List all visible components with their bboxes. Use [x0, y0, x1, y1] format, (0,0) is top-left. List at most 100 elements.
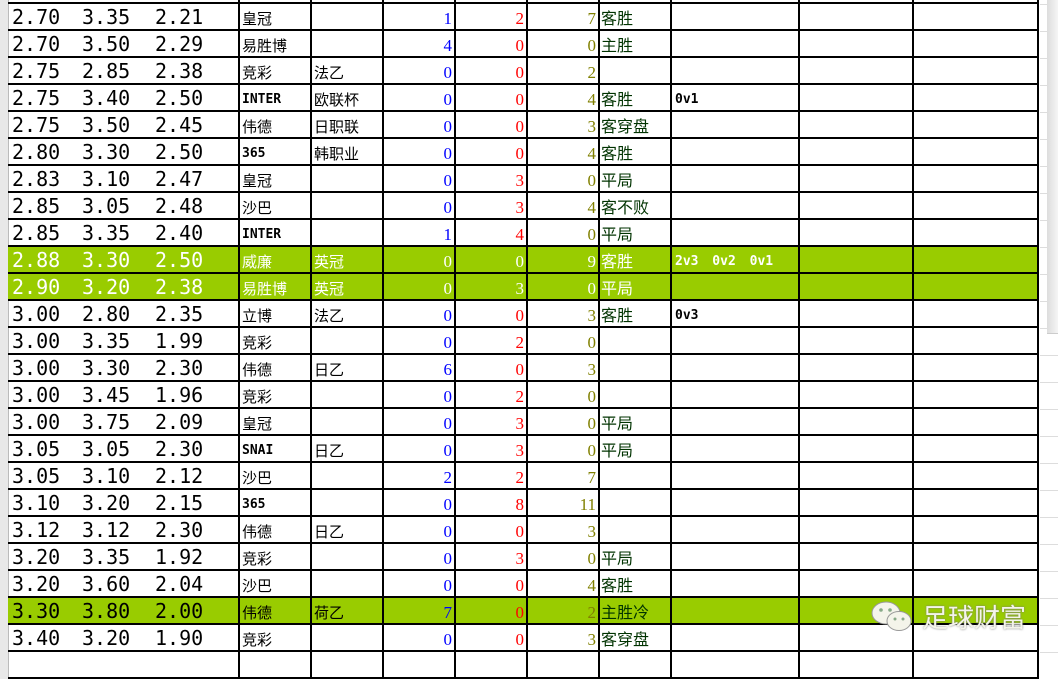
- home-count-cell[interactable]: 2: [384, 463, 456, 488]
- row-header[interactable]: [0, 4, 9, 31]
- draw-odds-cell[interactable]: 3.10: [82, 167, 131, 191]
- league-cell[interactable]: [312, 4, 384, 29]
- away-odds-cell[interactable]: 2.15: [155, 490, 240, 515]
- bookmaker-cell[interactable]: 皇冠: [240, 409, 312, 434]
- away-count-cell[interactable]: 3: [528, 112, 600, 137]
- score-cell[interactable]: [672, 490, 800, 515]
- empty-cell-cell[interactable]: [800, 544, 914, 569]
- empty-cell-cell[interactable]: [800, 517, 914, 542]
- league-cell[interactable]: 韩职业: [312, 139, 384, 164]
- away-odds-cell[interactable]: [155, 0, 240, 2]
- home-odds-cell[interactable]: 2.75: [12, 86, 61, 110]
- draw-odds-cell[interactable]: [82, 652, 155, 677]
- bookmaker-cell[interactable]: 皇冠: [240, 4, 312, 29]
- result-cell[interactable]: 平局: [600, 220, 672, 245]
- score-cell[interactable]: 0v1: [672, 85, 800, 110]
- empty-cell-cell[interactable]: [914, 544, 1039, 569]
- away-odds-cell[interactable]: 2.30: [155, 355, 240, 380]
- bookmaker-cell[interactable]: 竞彩: [240, 625, 312, 650]
- score-cell[interactable]: [672, 4, 800, 29]
- away-count-cell[interactable]: 2: [528, 58, 600, 83]
- home-count-cell[interactable]: 0: [384, 247, 456, 272]
- empty-cell-cell[interactable]: [800, 220, 914, 245]
- home-odds-cell[interactable]: 2.90: [12, 275, 61, 299]
- home-odds-cell[interactable]: 2.85: [12, 194, 61, 218]
- row-header[interactable]: [0, 382, 9, 409]
- bookmaker-cell[interactable]: 易胜博: [240, 274, 312, 299]
- draw-count-cell[interactable]: 2: [456, 4, 528, 29]
- empty-cell-cell[interactable]: [800, 598, 914, 623]
- empty-cell-cell[interactable]: [800, 4, 914, 29]
- bookmaker-cell[interactable]: 立博: [240, 301, 312, 326]
- score-cell[interactable]: [672, 598, 800, 623]
- bookmaker-cell[interactable]: 竞彩: [240, 382, 312, 407]
- away-count-cell[interactable]: 4: [528, 193, 600, 218]
- home-count-cell[interactable]: 0: [384, 193, 456, 218]
- league-cell[interactable]: 欧联杯: [312, 85, 384, 110]
- draw-count-cell[interactable]: 3: [456, 193, 528, 218]
- away-odds-cell[interactable]: 2.47: [155, 166, 240, 191]
- league-cell[interactable]: [312, 544, 384, 569]
- empty-cell-cell[interactable]: [914, 328, 1039, 353]
- away-count-cell[interactable]: [528, 652, 600, 677]
- result-cell[interactable]: [600, 355, 672, 380]
- result-cell[interactable]: [600, 463, 672, 488]
- empty-cell-cell[interactable]: [800, 382, 914, 407]
- empty-cell-cell[interactable]: [800, 31, 914, 56]
- bookmaker-cell[interactable]: 竞彩: [240, 58, 312, 83]
- result-cell[interactable]: 客胜: [600, 571, 672, 596]
- empty-cell-cell[interactable]: [914, 112, 1039, 137]
- row-header[interactable]: [0, 625, 9, 652]
- score-cell[interactable]: [672, 58, 800, 83]
- bookmaker-cell[interactable]: 皇冠: [240, 166, 312, 191]
- home-count-cell[interactable]: 0: [384, 274, 456, 299]
- empty-cell-cell[interactable]: [914, 247, 1039, 272]
- league-cell[interactable]: [312, 328, 384, 353]
- empty-cell-cell[interactable]: [914, 193, 1039, 218]
- home-odds-cell[interactable]: 3.12: [12, 518, 61, 542]
- bookmaker-cell[interactable]: 沙巴: [240, 463, 312, 488]
- away-count-cell[interactable]: 4: [528, 85, 600, 110]
- draw-odds-cell[interactable]: 3.35: [82, 329, 131, 353]
- draw-count-cell[interactable]: 8: [456, 490, 528, 515]
- empty-cell-cell[interactable]: [914, 436, 1039, 461]
- empty-cell-cell[interactable]: [800, 247, 914, 272]
- empty-cell-cell[interactable]: [914, 652, 1039, 677]
- away-odds-cell[interactable]: 2.21: [155, 4, 240, 29]
- result-cell[interactable]: 客胜: [600, 139, 672, 164]
- draw-odds-cell[interactable]: 3.10: [82, 464, 131, 488]
- draw-odds-cell[interactable]: 3.35: [82, 221, 131, 245]
- result-cell[interactable]: [600, 0, 672, 2]
- empty-cell-cell[interactable]: [914, 355, 1039, 380]
- empty-cell-cell[interactable]: [800, 0, 914, 2]
- row-header[interactable]: [0, 328, 9, 355]
- away-odds-cell[interactable]: 1.90: [155, 625, 240, 650]
- draw-count-cell[interactable]: 0: [456, 247, 528, 272]
- row-header[interactable]: [0, 490, 9, 517]
- empty-cell-cell[interactable]: [800, 85, 914, 110]
- home-odds-cell[interactable]: 3.00: [12, 302, 61, 326]
- away-count-cell[interactable]: 0: [528, 544, 600, 569]
- row-header[interactable]: [0, 517, 9, 544]
- home-odds-cell[interactable]: 3.00: [12, 329, 61, 353]
- draw-odds-cell[interactable]: 3.05: [82, 194, 131, 218]
- draw-count-cell[interactable]: 0: [456, 31, 528, 56]
- bookmaker-cell[interactable]: SNAI: [240, 436, 312, 461]
- away-count-cell[interactable]: 3: [528, 355, 600, 380]
- bookmaker-cell[interactable]: 竞彩: [240, 328, 312, 353]
- home-odds-cell[interactable]: 2.83: [12, 167, 61, 191]
- bookmaker-cell[interactable]: 沙巴: [240, 193, 312, 218]
- league-cell[interactable]: 荷乙: [312, 598, 384, 623]
- empty-cell-cell[interactable]: [800, 409, 914, 434]
- league-cell[interactable]: [312, 0, 384, 2]
- draw-count-cell[interactable]: 2: [456, 382, 528, 407]
- empty-cell-cell[interactable]: [914, 0, 1039, 2]
- score-cell[interactable]: [672, 463, 800, 488]
- league-cell[interactable]: [312, 193, 384, 218]
- empty-cell-cell[interactable]: [800, 328, 914, 353]
- bookmaker-cell[interactable]: 伟德: [240, 517, 312, 542]
- row-header[interactable]: [0, 166, 9, 193]
- empty-cell-cell[interactable]: [800, 355, 914, 380]
- draw-odds-cell[interactable]: [82, 0, 155, 2]
- home-count-cell[interactable]: 0: [384, 85, 456, 110]
